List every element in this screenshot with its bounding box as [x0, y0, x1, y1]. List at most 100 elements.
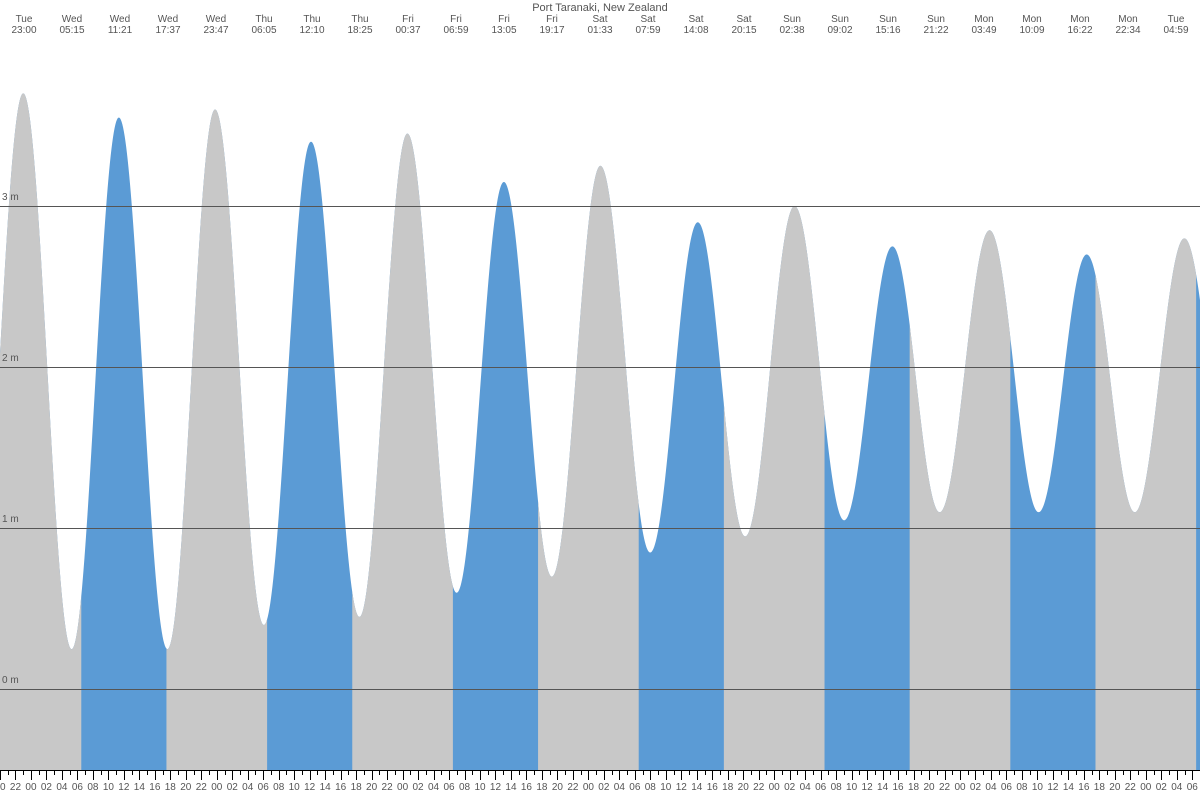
x-tick-major — [449, 770, 450, 780]
x-tick-major — [914, 770, 915, 780]
x-tick-major — [991, 770, 992, 780]
x-tick-major — [294, 770, 295, 780]
x-axis-label: 00 — [769, 782, 780, 793]
x-axis-label: 08 — [459, 782, 470, 793]
x-axis-label: 06 — [258, 782, 269, 793]
x-tick-minor — [302, 770, 303, 775]
x-tick-minor — [1123, 770, 1124, 775]
x-tick-major — [542, 770, 543, 780]
x-tick-minor — [441, 770, 442, 775]
x-tick-major — [372, 770, 373, 780]
x-axis-label: 04 — [428, 782, 439, 793]
x-tick-major — [666, 770, 667, 780]
x-axis-label: 12 — [862, 782, 873, 793]
x-axis-label: 16 — [707, 782, 718, 793]
x-tick-major — [681, 770, 682, 780]
x-tick-minor — [1092, 770, 1093, 775]
x-tick-minor — [581, 770, 582, 775]
x-tick-minor — [983, 770, 984, 775]
x-tick-major — [1177, 770, 1178, 780]
top-time-label: Tue 23:00 — [0, 14, 49, 36]
x-tick-major — [650, 770, 651, 780]
x-axis-label: 04 — [56, 782, 67, 793]
x-axis-label: 04 — [614, 782, 625, 793]
x-tick-major — [1068, 770, 1069, 780]
gridline — [0, 528, 1200, 529]
x-tick-major — [465, 770, 466, 780]
x-tick-minor — [766, 770, 767, 775]
x-tick-major — [217, 770, 218, 780]
y-axis-label: 3 m — [2, 192, 19, 203]
x-tick-major — [511, 770, 512, 780]
x-tick-minor — [8, 770, 9, 775]
x-tick-major — [975, 770, 976, 780]
x-axis-label: 20 — [366, 782, 377, 793]
x-tick-minor — [875, 770, 876, 775]
x-tick-major — [495, 770, 496, 780]
x-tick-minor — [1045, 770, 1046, 775]
top-time-label: Sat 14:08 — [671, 14, 721, 36]
x-axis-label: 18 — [1094, 782, 1105, 793]
top-time-label: Thu 06:05 — [239, 14, 289, 36]
top-time-label: Sun 15:16 — [863, 14, 913, 36]
x-axis-label: 12 — [304, 782, 315, 793]
x-tick-major — [526, 770, 527, 780]
x-axis-label: 10 — [474, 782, 485, 793]
x-tick-minor — [255, 770, 256, 775]
x-tick-major — [325, 770, 326, 780]
top-time-label: Wed 17:37 — [143, 14, 193, 36]
x-axis-label: 16 — [149, 782, 160, 793]
x-axis-label: 06 — [815, 782, 826, 793]
x-tick-minor — [627, 770, 628, 775]
x-axis-label: 18 — [351, 782, 362, 793]
top-time-label: Sat 01:33 — [575, 14, 625, 36]
x-axis-label: 02 — [970, 782, 981, 793]
x-tick-minor — [472, 770, 473, 775]
x-tick-minor — [85, 770, 86, 775]
x-tick-major — [588, 770, 589, 780]
x-tick-major — [728, 770, 729, 780]
top-time-label: Sun 21:22 — [911, 14, 961, 36]
x-tick-major — [232, 770, 233, 780]
x-tick-major — [248, 770, 249, 780]
top-time-label: Fri 13:05 — [479, 14, 529, 36]
x-tick-major — [1022, 770, 1023, 780]
x-tick-major — [774, 770, 775, 780]
x-tick-major — [77, 770, 78, 780]
x-tick-major — [1192, 770, 1193, 780]
x-tick-major — [852, 770, 853, 780]
x-tick-minor — [178, 770, 179, 775]
x-tick-minor — [859, 770, 860, 775]
top-time-label: Wed 05:15 — [47, 14, 97, 36]
x-tick-minor — [689, 770, 690, 775]
gridline — [0, 689, 1200, 690]
x-axis-label: 14 — [134, 782, 145, 793]
top-time-label: Fri 00:37 — [383, 14, 433, 36]
x-tick-minor — [132, 770, 133, 775]
x-tick-major — [960, 770, 961, 780]
x-tick-major — [836, 770, 837, 780]
x-axis-label: 22 — [196, 782, 207, 793]
x-tick-minor — [1061, 770, 1062, 775]
x-tick-minor — [240, 770, 241, 775]
x-tick-major — [201, 770, 202, 780]
top-time-label: Tue 04:59 — [1151, 14, 1200, 36]
x-tick-minor — [54, 770, 55, 775]
x-tick-major — [945, 770, 946, 780]
x-tick-major — [15, 770, 16, 780]
x-tick-major — [805, 770, 806, 780]
x-tick-major — [0, 770, 1, 780]
x-tick-major — [759, 770, 760, 780]
x-tick-minor — [1154, 770, 1155, 775]
x-tick-minor — [550, 770, 551, 775]
top-time-label: Sat 20:15 — [719, 14, 769, 36]
x-tick-minor — [395, 770, 396, 775]
x-tick-minor — [797, 770, 798, 775]
top-time-label: Fri 06:59 — [431, 14, 481, 36]
x-axis-label: 22 — [753, 782, 764, 793]
x-tick-minor — [906, 770, 907, 775]
x-tick-major — [1161, 770, 1162, 780]
x-tick-major — [155, 770, 156, 780]
x-tick-major — [867, 770, 868, 780]
x-tick-minor — [1185, 770, 1186, 775]
